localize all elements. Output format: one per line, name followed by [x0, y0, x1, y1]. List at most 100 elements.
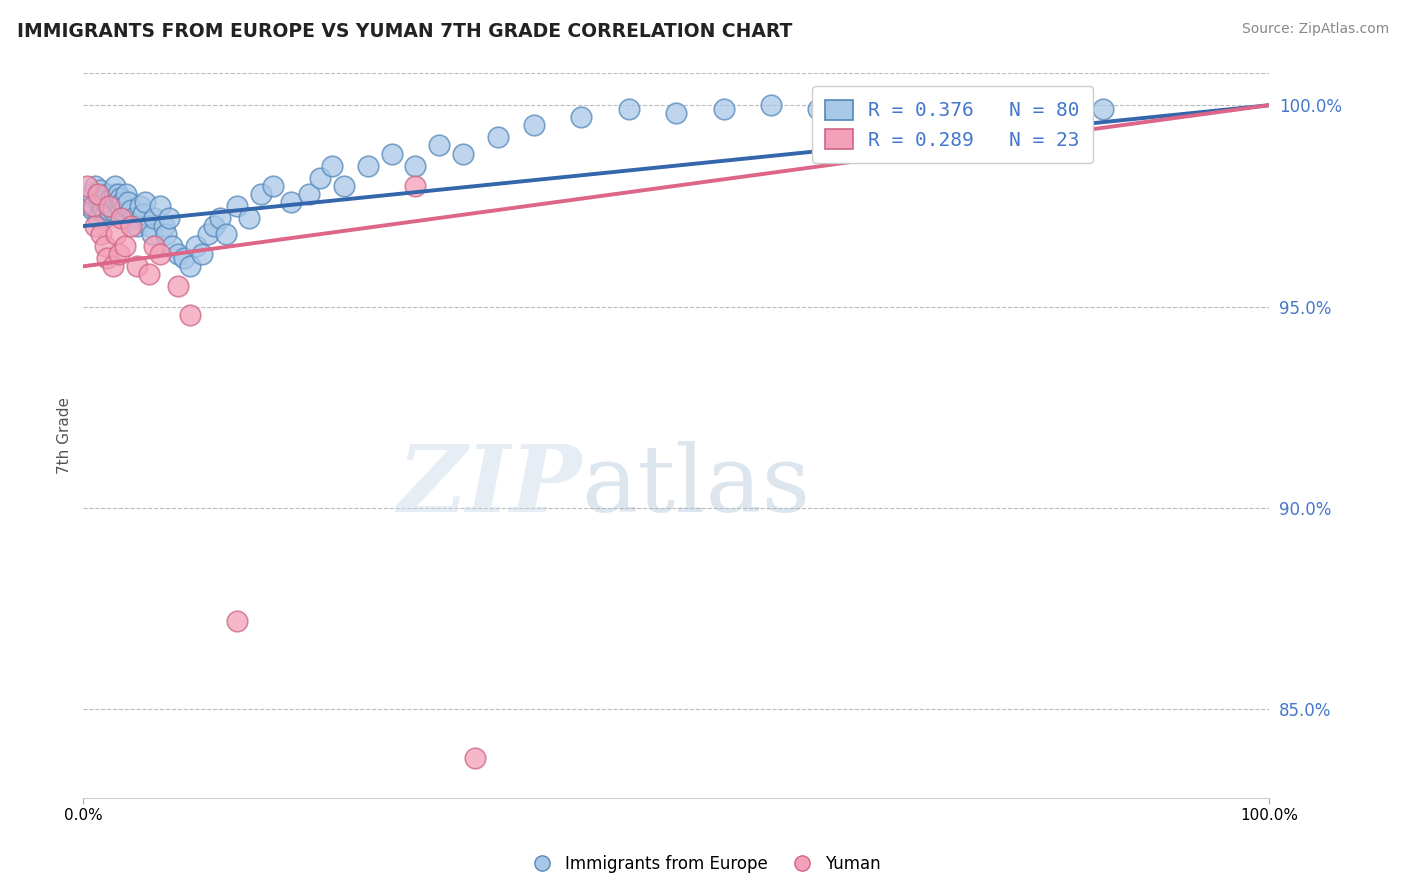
Point: [93, 202, 115, 217]
Point: [115, 186, 138, 201]
Point: [82, 202, 104, 217]
Point: [997, 98, 1019, 112]
Point: [114, 239, 136, 253]
Point: [309, 170, 332, 185]
Point: [855, 98, 877, 112]
Point: [569, 110, 592, 124]
Point: [208, 211, 231, 225]
Point: [114, 199, 136, 213]
Point: [1045, 98, 1067, 112]
Text: IMMIGRANTS FROM EUROPE VS YUMAN 7TH GRADE CORRELATION CHART: IMMIGRANTS FROM EUROPE VS YUMAN 7TH GRAD…: [17, 22, 792, 41]
Point: [100, 199, 122, 213]
Point: [404, 178, 426, 193]
Point: [94, 194, 117, 209]
Point: [226, 199, 249, 213]
Point: [143, 239, 166, 253]
Point: [111, 194, 134, 209]
Point: [120, 219, 142, 233]
Point: [125, 260, 148, 274]
Point: [110, 202, 132, 217]
Point: [280, 194, 302, 209]
Point: [101, 260, 124, 274]
Point: [464, 751, 486, 765]
Point: [108, 191, 131, 205]
Point: [89, 183, 111, 197]
Point: [122, 211, 145, 225]
Point: [184, 239, 207, 253]
Point: [153, 219, 176, 233]
Point: [104, 178, 127, 193]
Point: [381, 146, 404, 161]
Point: [167, 247, 190, 261]
Point: [138, 219, 160, 233]
Point: [120, 202, 142, 217]
Point: [155, 227, 177, 241]
Point: [105, 227, 128, 241]
Point: [110, 211, 132, 225]
Point: [93, 207, 115, 221]
Point: [949, 98, 972, 112]
Point: [86, 186, 108, 201]
Y-axis label: 7th Grade: 7th Grade: [58, 397, 72, 474]
Point: [759, 98, 782, 112]
Point: [97, 199, 120, 213]
Point: [108, 199, 131, 213]
Point: [297, 186, 319, 201]
Point: [807, 102, 830, 116]
Point: [226, 614, 249, 628]
Point: [179, 260, 201, 274]
Point: [101, 202, 124, 217]
Point: [96, 252, 118, 266]
Point: [713, 102, 735, 116]
Point: [90, 191, 112, 205]
Point: [103, 186, 125, 201]
Point: [107, 186, 129, 201]
Point: [191, 247, 214, 261]
Point: [160, 239, 183, 253]
Point: [80, 186, 103, 201]
Point: [91, 199, 114, 213]
Point: [262, 178, 284, 193]
Point: [131, 207, 153, 221]
Point: [93, 239, 115, 253]
Point: [134, 194, 156, 209]
Point: [617, 102, 640, 116]
Text: ZIP: ZIP: [396, 442, 581, 532]
Point: [214, 227, 236, 241]
Text: Source: ZipAtlas.com: Source: ZipAtlas.com: [1241, 22, 1389, 37]
Legend: R = 0.376   N = 80, R = 0.289   N = 23: R = 0.376 N = 80, R = 0.289 N = 23: [811, 87, 1094, 163]
Legend: Immigrants from Europe, Yuman: Immigrants from Europe, Yuman: [519, 848, 887, 880]
Point: [404, 159, 426, 173]
Point: [100, 191, 122, 205]
Point: [129, 199, 152, 213]
Point: [1092, 102, 1115, 116]
Point: [141, 227, 163, 241]
Point: [143, 211, 166, 225]
Point: [149, 199, 172, 213]
Point: [76, 178, 98, 193]
Point: [98, 199, 121, 213]
Point: [117, 194, 139, 209]
Point: [96, 186, 118, 201]
Point: [333, 178, 356, 193]
Point: [173, 252, 195, 266]
Point: [167, 279, 190, 293]
Point: [108, 247, 131, 261]
Point: [84, 219, 107, 233]
Point: [197, 227, 219, 241]
Point: [427, 138, 450, 153]
Point: [105, 194, 128, 209]
Point: [125, 219, 148, 233]
Point: [77, 199, 100, 213]
Point: [321, 159, 343, 173]
Point: [202, 219, 225, 233]
Point: [157, 211, 180, 225]
Point: [903, 102, 925, 116]
Point: [90, 227, 112, 241]
Point: [665, 106, 688, 120]
Point: [250, 186, 273, 201]
Point: [98, 202, 121, 217]
Point: [87, 194, 110, 209]
Point: [86, 211, 108, 225]
Point: [84, 178, 107, 193]
